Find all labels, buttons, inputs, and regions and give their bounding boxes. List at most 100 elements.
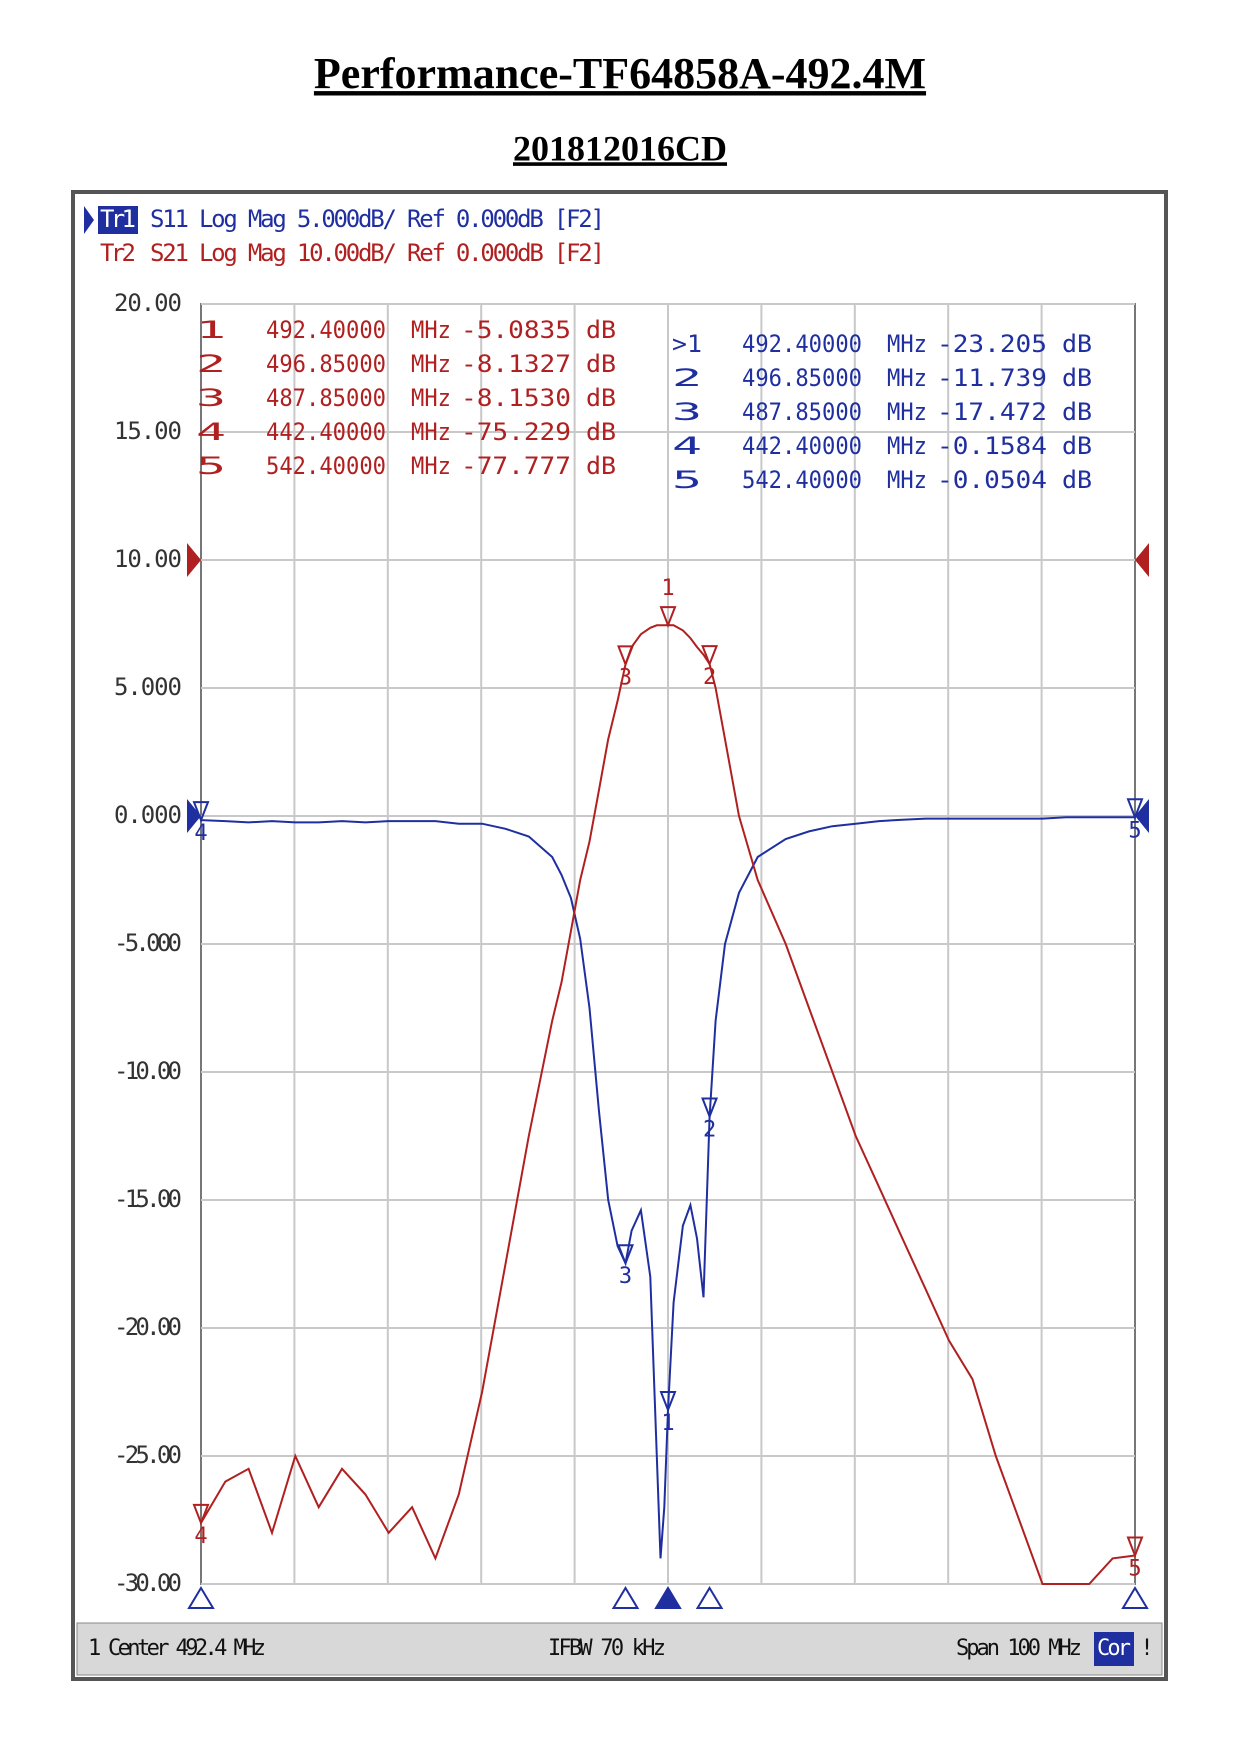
marker-number: 3 (619, 665, 632, 690)
marker-table-cell: -0.0504 (937, 466, 1047, 494)
marker-triangle (1126, 1536, 1144, 1559)
y-tick-label: 15.00 (114, 417, 182, 445)
active-trace-box (98, 206, 138, 234)
marker-table-cell: 496.85000 (742, 364, 862, 392)
marker-table-cell: MHz (411, 316, 451, 344)
marker-triangle (617, 1244, 634, 1266)
marker-table-cell: 492.40000 (266, 316, 386, 344)
marker-table-cell: dB (586, 384, 616, 412)
marker-table-cell: 492.40000 (742, 330, 862, 358)
marker-table-cell: 2 (672, 364, 702, 392)
marker-table-cell: -11.739 (937, 364, 1047, 392)
status-flag: ! (1140, 1636, 1153, 1661)
marker-table-cell: -77.777 (461, 452, 571, 480)
marker-table-cell: MHz (411, 384, 451, 412)
marker-table-cell: dB (586, 350, 616, 378)
y-tick-label: -15.00 (114, 1185, 182, 1213)
trace-line (200, 816, 1135, 1559)
marker-table-cell: MHz (887, 432, 927, 460)
marker-number: 1 (661, 576, 674, 601)
status-ifbw: IFBW 70 kHz (548, 1636, 666, 1661)
reference-marker-right (1135, 799, 1149, 833)
y-tick-label: -20.00 (114, 1313, 182, 1341)
y-tick-label: -25.00 (114, 1441, 182, 1469)
marker-number: 5 (1128, 818, 1141, 843)
stimulus-marker (695, 1586, 724, 1609)
marker-table-cell: -75.229 (461, 418, 571, 446)
marker-triangle (617, 645, 634, 668)
y-tick-label: 0.000 (114, 801, 182, 829)
status-correction: Cor (1097, 1636, 1131, 1661)
y-tick-label: -5.000 (114, 929, 182, 957)
marker-triangle (659, 606, 677, 628)
marker-table-cell: >1 (672, 330, 702, 358)
marker-table-cell: dB (586, 452, 616, 480)
marker-number: 2 (703, 1118, 716, 1143)
marker-table-cell: dB (586, 316, 616, 344)
marker-table-cell: MHz (411, 452, 451, 480)
status-channel: 1 (88, 1636, 101, 1661)
stimulus-marker (654, 1586, 682, 1609)
status-span: Span 100 MHz (956, 1636, 1082, 1661)
marker-triangle (192, 1503, 210, 1526)
marker-table-cell: 3 (196, 384, 226, 412)
reference-marker-right (1135, 543, 1149, 577)
marker-number: 3 (619, 1264, 632, 1289)
marker-table-cell: dB (1062, 466, 1092, 494)
trace-name: Tr2 (100, 239, 136, 267)
marker-number: 4 (194, 1524, 207, 1549)
chart-subtitle: 201812016CD (513, 128, 727, 168)
marker-table-cell: 487.85000 (742, 398, 862, 426)
stimulus-marker (611, 1586, 640, 1609)
marker-table-cell: 442.40000 (266, 418, 386, 446)
marker-table-cell: 1 (196, 316, 226, 344)
marker-table-cell: MHz (887, 398, 927, 426)
marker-table-cell: 4 (672, 432, 702, 460)
trace-header: S11 Log Mag 5.000dB/ Ref 0.000dB [F2] (150, 205, 605, 233)
marker-table-cell: 542.40000 (742, 466, 862, 494)
y-tick-label: -30.00 (114, 1569, 182, 1597)
marker-table-cell: MHz (887, 466, 927, 494)
marker-triangle (701, 645, 719, 667)
trace-name: Tr1 (100, 205, 136, 233)
y-tick-label: 20.00 (114, 289, 182, 317)
marker-table-cell: MHz (411, 350, 451, 378)
marker-table-cell: 3 (672, 398, 702, 426)
marker-triangle (1126, 798, 1144, 821)
status-bar (76, 1622, 1163, 1676)
marker-table-cell: -23.205 (937, 330, 1047, 358)
marker-table-cell: 496.85000 (266, 350, 386, 378)
marker-table-cell: -8.1327 (461, 350, 571, 378)
marker-triangle (192, 801, 210, 823)
marker-table-cell: dB (1062, 432, 1092, 460)
trace-header: S21 Log Mag 10.00dB/ Ref 0.000dB [F2] (150, 239, 605, 267)
status-cor-box (1094, 1632, 1134, 1666)
marker-table-cell: -0.1584 (937, 432, 1047, 460)
marker-number: 1 (661, 1411, 674, 1436)
marker-table-cell: 5 (672, 466, 702, 494)
status-center: Center 492.4 MHz (108, 1636, 266, 1661)
marker-table-cell: MHz (411, 418, 451, 446)
stimulus-marker (1121, 1586, 1149, 1609)
marker-triangle (659, 1391, 677, 1413)
marker-table-cell: 4 (196, 418, 226, 446)
y-tick-label: 10.00 (114, 545, 182, 573)
marker-table-cell: MHz (887, 330, 927, 358)
trace-line (200, 624, 1136, 1585)
marker-table-cell: 2 (196, 350, 226, 378)
marker-number: 5 (1128, 1557, 1141, 1582)
reference-marker-left (187, 799, 201, 833)
chart-title: Performance-TF64858A-492.4M (314, 49, 926, 98)
marker-number: 4 (194, 821, 207, 846)
marker-table-cell: 542.40000 (266, 452, 386, 480)
marker-table-cell: dB (1062, 330, 1092, 358)
marker-number: 2 (703, 665, 716, 690)
marker-table-cell: MHz (887, 364, 927, 392)
reference-marker-left (187, 543, 201, 577)
analyzer-frame (71, 190, 1168, 1681)
marker-table-cell: dB (1062, 398, 1092, 426)
y-tick-label: 5.000 (114, 673, 182, 701)
marker-table-cell: -5.0835 (461, 316, 571, 344)
